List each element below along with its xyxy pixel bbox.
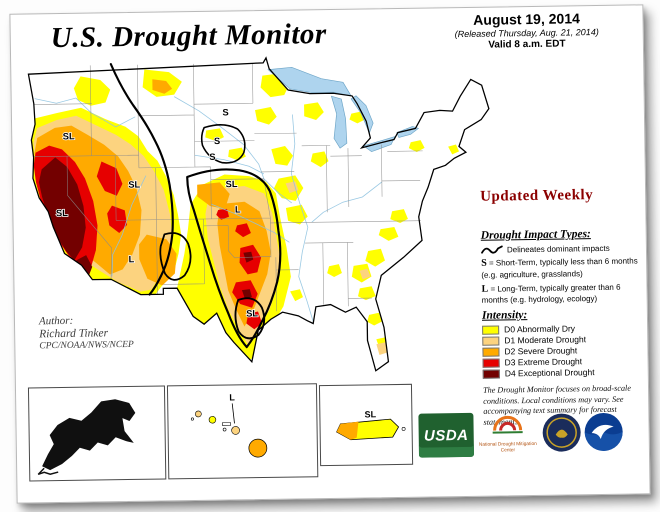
- niihau-island: [190, 417, 194, 421]
- state-borders: [33, 63, 423, 312]
- impact-area-label: SL: [246, 308, 258, 318]
- valid-time: Valid 8 a.m. EDT: [488, 38, 566, 51]
- author-heading: Author:: [38, 314, 74, 328]
- ndmc-logo-text: National Drought Mitigation Center: [478, 441, 537, 454]
- aleutian-islands: [37, 467, 59, 476]
- ndmc-icon: [492, 415, 523, 434]
- usda-logo-text: USDA: [423, 426, 469, 445]
- lanai-island: [222, 427, 227, 432]
- author-name: Richard Tinker: [39, 327, 109, 341]
- long-term-code: L: [481, 283, 489, 295]
- short-term-code: S: [481, 257, 487, 269]
- commerce-seal: [542, 413, 581, 452]
- great-lakes: [267, 66, 420, 153]
- intensity-label: D4 Exceptional Drought: [504, 367, 595, 379]
- impact-area-label: L: [235, 205, 241, 215]
- intensity-list: D0 Abnormally Dry D1 Moderate Drought D2 S…: [482, 322, 647, 378]
- kauai-island: [195, 410, 202, 418]
- impact-area-label: SL: [63, 131, 75, 141]
- ndmc-logo: National Drought Mitigation Center: [475, 406, 540, 465]
- alaska-map-svg: [37, 399, 136, 476]
- intensity-label: D0 Abnormally Dry: [504, 323, 576, 335]
- intensity-swatch-d3: [482, 357, 500, 368]
- hawaii-inset: L: [166, 383, 319, 480]
- intensity-swatch-d0: [482, 324, 500, 335]
- impact-area-label: SL: [128, 180, 140, 190]
- long-term-text: = Long-Term, typically greater than 6 mo…: [481, 282, 621, 305]
- impact-area-label: L: [128, 254, 134, 264]
- puerto-rico-map-svg: SL: [336, 409, 406, 441]
- impact-area-label: SL: [225, 179, 237, 189]
- map-date: August 19, 2014: [473, 10, 580, 28]
- drought-areas: [31, 69, 460, 361]
- puerto-rico-impact-label: SL: [365, 409, 377, 419]
- maui-island: [231, 426, 240, 435]
- intensity-swatch-d1: [482, 335, 500, 346]
- impact-boundaries: [109, 63, 282, 349]
- author-org: CPC/NOAA/NWS/NCEP: [39, 339, 134, 352]
- vieques-island: [401, 427, 406, 431]
- impact-types-title: Drought Impact Types:: [480, 228, 591, 242]
- short-term-definition: S = Short-Term, typically less than 6 mo…: [481, 255, 645, 280]
- date-block: August 19, 2014 (Released Thursday, Aug.…: [414, 9, 639, 51]
- impact-area-label: S: [222, 107, 228, 117]
- alaska-inset: [27, 385, 167, 482]
- puerto-rico-d2-area: [336, 421, 359, 440]
- impact-area-label: S: [214, 136, 220, 146]
- conus-map: SL SL SL L S S S SL L SL: [26, 52, 503, 398]
- intensity-swatch-d2: [482, 346, 500, 357]
- impact-area-label: SL: [56, 208, 68, 218]
- intensity-item: D4 Exceptional Drought: [482, 366, 647, 379]
- alaska-shape: [42, 399, 136, 471]
- big-island: [248, 438, 268, 458]
- impact-area-label: S: [209, 152, 215, 162]
- molokai-island: [222, 422, 231, 426]
- updated-weekly-note: Updated Weekly: [480, 187, 594, 205]
- intensity-swatch-d4: [482, 368, 500, 379]
- intensity-label: D1 Moderate Drought: [504, 334, 587, 346]
- label-pointer-line: [231, 403, 235, 424]
- intensity-title: Intensity:: [481, 309, 528, 322]
- page-title: U.S. Drought Monitor: [50, 18, 327, 55]
- usda-logo: USDA: [418, 412, 475, 458]
- hawaii-map-svg: L: [190, 392, 268, 458]
- short-term-text: = Short-Term, typically less than 6 mont…: [481, 256, 638, 280]
- impact-boundary-squiggle-icon: [481, 245, 503, 254]
- drought-monitor-poster: U.S. Drought Monitor August 19, 2014 (Re…: [9, 4, 651, 504]
- hawaii-impact-label: L: [229, 392, 235, 402]
- author-block: Author: Richard Tinker CPC/NOAA/NWS/NCEP: [38, 314, 134, 352]
- intensity-label: D3 Extreme Drought: [504, 356, 583, 368]
- oahu-island: [208, 416, 217, 424]
- delineates-row: Delineates dominant impacts: [481, 242, 645, 254]
- legend: Drought Impact Types: Delineates dominan…: [481, 227, 648, 428]
- long-term-definition: L = Long-Term, typically greater than 6 …: [481, 281, 645, 306]
- puerto-rico-inset: SL: [318, 383, 414, 467]
- intensity-label: D2 Severe Drought: [504, 345, 578, 357]
- delineates-label: Delineates dominant impacts: [506, 243, 610, 254]
- noaa-logo: [584, 412, 623, 451]
